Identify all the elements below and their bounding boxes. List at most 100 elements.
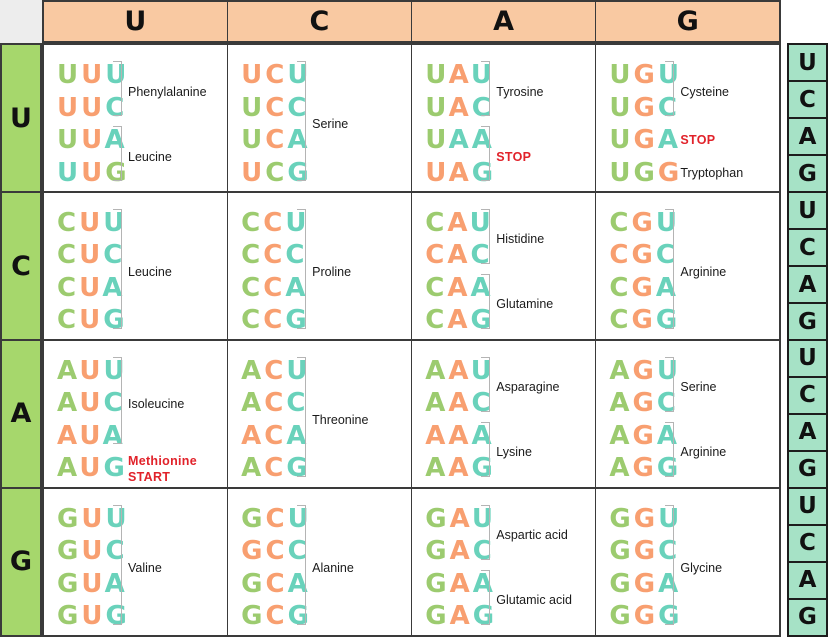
codon-letter: A (425, 453, 449, 484)
codon-letter: A (655, 272, 679, 303)
third-letter-cell-4-U: U (789, 192, 826, 229)
amino-label-text: Threonine (312, 412, 369, 427)
codon-UAA: UAA (425, 124, 595, 157)
codon-letter: U (79, 388, 104, 419)
amino-label-text: Arginine (680, 264, 727, 279)
third-letter-cell-15-G: G (789, 599, 826, 635)
amino-label-text: Tyrosine (496, 84, 544, 99)
codon-letter: C (265, 60, 288, 90)
codon-letter: U (79, 420, 103, 451)
cell-GC: GCU GCC GCA GCG Alanine (228, 488, 411, 635)
codon-letter: A (449, 568, 473, 599)
codon-letter: C (241, 272, 264, 303)
codon-letter: G (57, 601, 82, 632)
codon-letter: G (57, 568, 82, 599)
codon-letter: A (102, 272, 126, 303)
codon-letter: C (287, 92, 310, 123)
codon-letter: C (264, 388, 287, 419)
codon-letter: U (79, 207, 104, 238)
codon-GGU: GGU (609, 503, 779, 536)
codon-CUA: CUA (57, 272, 227, 305)
amino-label-text: Valine (128, 560, 162, 575)
codon-letter: G (632, 388, 657, 419)
cell-AG: AGU AGC AGA AGG Serine Arginine (596, 340, 779, 488)
amino-label-phenylalanine: Phenylalanine (128, 84, 207, 100)
codon-letter: A (241, 453, 265, 484)
codon-letter: C (264, 420, 287, 451)
codon-letter: U (103, 355, 128, 386)
codon-letter: A (656, 420, 680, 451)
codon-UCC: UCC (241, 92, 411, 125)
amino-label-glutamine: Glutamine (496, 296, 553, 312)
codon-letter: G (425, 536, 450, 567)
codon-letter: C (609, 207, 632, 238)
codon-letter: G (631, 240, 656, 271)
codon-letter: U (81, 125, 105, 155)
codon-UUA: UUA (57, 124, 227, 157)
cell-GA: GAU GAC GAA GAG Aspartic acid Glutamic acid (412, 488, 595, 635)
codon-GAA: GAA (425, 568, 595, 601)
amino-label-text: Tryptophan (680, 165, 744, 180)
amino-label-methionine: Methionine START (128, 453, 197, 485)
codon-UGG: UGG (609, 157, 779, 190)
codon-group-bracket (481, 208, 491, 264)
cell-GG: GGU GGC GGA GGG Glycine (596, 488, 779, 635)
codon-letter: A (287, 125, 311, 155)
header-second-letter-G: G (596, 2, 779, 41)
codon-letter: U (609, 157, 634, 188)
codon-letter: U (81, 157, 106, 188)
codon-letter: A (448, 125, 472, 155)
codon-letter: U (79, 305, 104, 336)
codon-GCG: GCG (241, 600, 411, 633)
codon-letter: A (447, 207, 470, 238)
codon-letter: C (425, 207, 448, 238)
codon-letter: G (609, 568, 634, 599)
codon-group-bracket (665, 356, 675, 412)
codon-group-bracket (113, 356, 122, 445)
amino-label-text: Isoleucine (128, 396, 185, 411)
amino-label-text: Aspartic acid (496, 528, 568, 543)
codon-AUC: AUC (57, 387, 227, 420)
codon-letter: G (657, 157, 683, 188)
codon-group-bracket (665, 208, 675, 329)
codon-letter: U (81, 601, 106, 632)
codon-ACA: ACA (241, 420, 411, 453)
codon-GGG: GGG (609, 600, 779, 633)
codon-GGC: GGC (609, 535, 779, 568)
codon-letter: G (633, 601, 659, 632)
codon-group-bracket (665, 421, 675, 477)
amino-label-text: Alanine (312, 560, 354, 575)
cell-UU: UUU UUC UUA UUG Phenylalanine Leucine (44, 45, 227, 192)
codon-CAC: CAC (425, 239, 595, 272)
codon-letter: G (632, 453, 657, 484)
amino-label-serine: Serine (680, 379, 716, 395)
codon-letter: C (425, 240, 448, 271)
amino-label-asparagine: Asparagine (496, 379, 559, 395)
codon-AAA: AAA (425, 420, 595, 453)
codon-UGA: UGA (609, 124, 779, 157)
amino-label-stop: STOP (496, 149, 531, 165)
codon-group-bracket (481, 504, 491, 560)
codon-letter: C (286, 388, 309, 419)
codon-letter: G (633, 568, 659, 599)
codon-GCU: GCU (241, 503, 411, 536)
codon-GAU: GAU (425, 503, 595, 536)
codon-letter: A (57, 355, 80, 386)
codon-letter: C (263, 305, 286, 336)
row-first-letter-G: G (2, 488, 40, 635)
codon-group-bracket (481, 273, 491, 329)
codon-letter: G (609, 536, 634, 567)
codon-letter: U (609, 92, 634, 123)
codon-AUU: AUU (57, 355, 227, 388)
row-first-letter-A: A (2, 340, 40, 488)
third-letter-cell-2-A: A (789, 118, 826, 155)
start-label-text: START (128, 469, 171, 484)
amino-label-arginine: Arginine (680, 444, 726, 460)
codon-CCA: CCA (241, 272, 411, 305)
third-letter-cell-0-U: U (789, 45, 826, 81)
codon-group-bracket (481, 126, 491, 181)
codon-letter: A (449, 601, 473, 632)
codon-GUC: GUC (57, 535, 227, 568)
codon-letter: A (448, 355, 471, 386)
codon-letter: G (633, 60, 658, 90)
